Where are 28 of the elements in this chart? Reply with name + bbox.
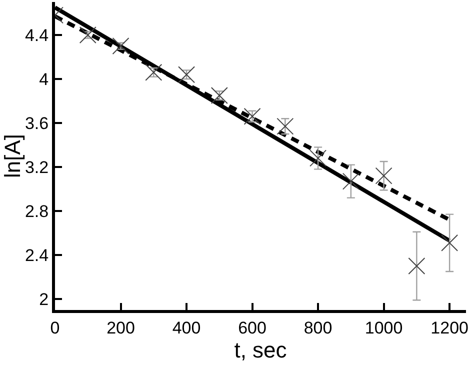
x-tick-label: 0 (50, 318, 60, 338)
point (375, 167, 392, 184)
point (276, 118, 294, 135)
point (178, 66, 196, 84)
y-tick-label: 4.4 (24, 26, 49, 45)
point (145, 64, 162, 81)
y-tick-label: 4 (39, 70, 49, 89)
point (342, 172, 360, 190)
x-tick-label: 200 (106, 318, 135, 338)
x-tick-label: 1200 (430, 318, 468, 338)
y-tick-label: 2.8 (24, 202, 49, 221)
y-tick-label: 3.2 (24, 158, 49, 177)
x-tick-label: 600 (238, 318, 266, 338)
point (310, 150, 327, 167)
point (441, 234, 458, 252)
y-tick-label: 2.4 (24, 246, 49, 265)
point (112, 38, 130, 54)
x-tick-label: 800 (304, 318, 332, 338)
point (244, 108, 261, 125)
point (79, 26, 96, 44)
y-axis-title: ln[A] (0, 134, 25, 178)
y-tick-label: 2 (39, 290, 49, 309)
x-tick-label: 1000 (364, 318, 403, 338)
point (408, 258, 426, 274)
point (210, 87, 228, 104)
x-axis-title: t, sec (234, 337, 287, 362)
x-tick-label: 400 (172, 318, 201, 338)
y-tick-label: 3.6 (24, 114, 49, 133)
